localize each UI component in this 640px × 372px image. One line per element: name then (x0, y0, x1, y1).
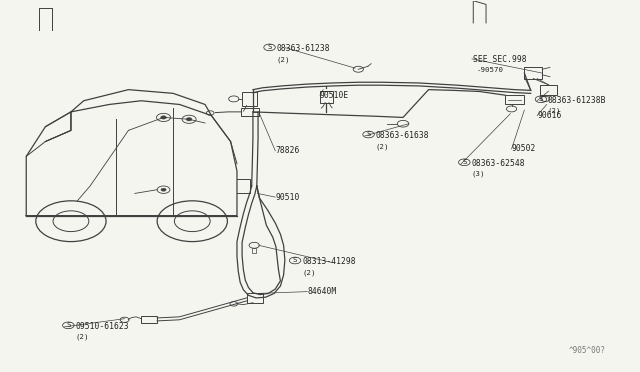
Circle shape (186, 118, 192, 121)
Text: 84640M: 84640M (307, 287, 337, 296)
Text: 90510E: 90510E (320, 91, 349, 100)
Text: 09510-61623: 09510-61623 (76, 322, 129, 331)
Text: 90616: 90616 (537, 111, 561, 120)
Circle shape (161, 188, 166, 191)
Circle shape (161, 116, 166, 119)
Text: (2): (2) (548, 108, 561, 114)
Text: (2): (2) (302, 269, 316, 276)
Text: S: S (366, 131, 371, 138)
Text: (3): (3) (471, 171, 485, 177)
Text: 08313-41298: 08313-41298 (302, 257, 356, 266)
Text: -90570: -90570 (476, 67, 504, 73)
Bar (505, 95, 524, 105)
Text: 90510: 90510 (275, 193, 300, 202)
Text: S: S (462, 159, 467, 165)
Text: S: S (293, 257, 298, 263)
Text: ^905^00?: ^905^00? (569, 346, 606, 355)
Bar (540, 85, 557, 95)
Text: 08363-61638: 08363-61638 (376, 131, 429, 141)
Bar (242, 92, 257, 106)
Text: S: S (539, 96, 543, 102)
Text: SEE SEC.998: SEE SEC.998 (473, 55, 527, 64)
Bar (141, 316, 157, 323)
Text: (2): (2) (276, 56, 290, 62)
Bar (241, 108, 259, 116)
Text: (2): (2) (76, 334, 89, 340)
Bar (524, 67, 542, 78)
Text: (2): (2) (376, 143, 389, 150)
Bar (320, 92, 333, 103)
Text: 78826: 78826 (275, 146, 300, 155)
Bar (252, 248, 256, 253)
Text: S: S (66, 323, 70, 328)
Text: 08363-62548: 08363-62548 (471, 159, 525, 168)
Text: 08363-61238: 08363-61238 (276, 44, 330, 53)
Bar (246, 294, 262, 303)
Text: 90502: 90502 (511, 144, 536, 153)
Text: 08363-61238B: 08363-61238B (548, 96, 607, 105)
Text: S: S (268, 44, 272, 50)
